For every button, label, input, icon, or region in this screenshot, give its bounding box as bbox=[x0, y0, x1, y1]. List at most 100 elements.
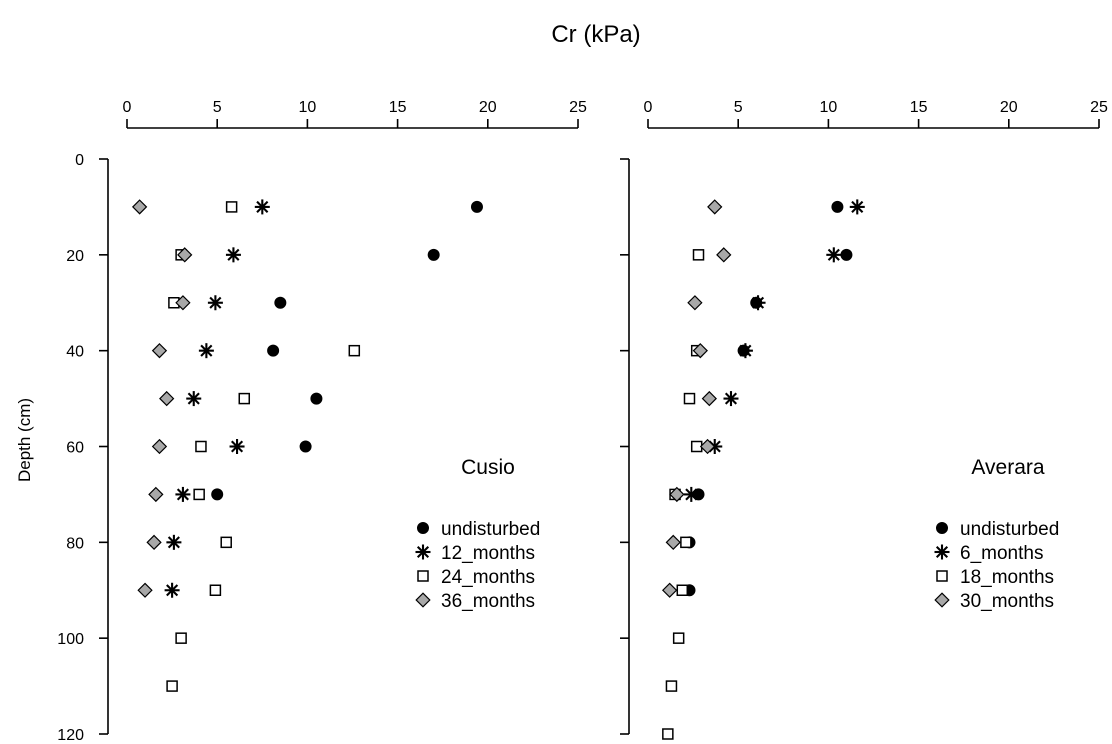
panels-layer: 0 5 10 15 20 25020406080100120Cusioundisturbe… bbox=[57, 99, 1108, 744]
data-point bbox=[665, 680, 678, 692]
data-point bbox=[701, 390, 717, 407]
data-point bbox=[470, 200, 483, 213]
data-point bbox=[849, 199, 865, 215]
x-axis-averara: 0 5 10 15 20 25 bbox=[644, 99, 1108, 129]
panel-label-cusio: Cusio bbox=[461, 456, 515, 479]
series-30-months bbox=[661, 199, 732, 598]
legend-cusio: undisturbed 12_months 24_months 36_months bbox=[415, 519, 540, 612]
data-point bbox=[716, 247, 732, 263]
legend-label: undisturbed bbox=[441, 519, 540, 540]
legend-label: 12_months bbox=[441, 543, 535, 564]
data-point bbox=[225, 201, 238, 213]
legend-item: 6_months bbox=[934, 543, 1043, 564]
y-tick-label: 120 bbox=[57, 727, 84, 744]
data-point bbox=[662, 728, 674, 740]
legend-marker bbox=[934, 544, 950, 560]
legend-item: 24_months bbox=[417, 567, 535, 588]
data-point bbox=[665, 534, 681, 550]
legend-marker bbox=[417, 522, 429, 534]
x-tick-label: 25 bbox=[1090, 99, 1108, 116]
legend-item: 36_months bbox=[415, 591, 535, 612]
y-axis-cusio: 0 20 40 60 80 100 120 bbox=[57, 152, 109, 744]
data-point bbox=[137, 582, 153, 598]
y-axis-averara bbox=[620, 158, 630, 735]
data-point bbox=[348, 344, 361, 357]
legend-item: 18_months bbox=[936, 567, 1054, 588]
data-point bbox=[299, 440, 312, 453]
x-tick-label: 15 bbox=[389, 99, 407, 116]
data-point bbox=[699, 438, 716, 455]
data-point bbox=[177, 247, 193, 263]
data-point bbox=[148, 486, 164, 503]
series-18-months bbox=[662, 249, 705, 740]
series-12-months bbox=[164, 199, 270, 598]
data-point bbox=[175, 295, 191, 311]
data-point bbox=[238, 392, 251, 405]
data-point bbox=[683, 486, 699, 502]
series-36-months bbox=[131, 199, 193, 598]
data-point bbox=[707, 199, 723, 215]
legend-label: 18_months bbox=[960, 567, 1054, 588]
legend-label: undisturbed bbox=[960, 519, 1059, 540]
data-point bbox=[195, 440, 207, 453]
legend-item: 12_months bbox=[415, 543, 535, 564]
series-undisturbed bbox=[211, 200, 483, 501]
x-tick-label: 10 bbox=[299, 99, 317, 116]
data-point bbox=[146, 534, 162, 550]
legend-item: 30_months bbox=[934, 591, 1054, 612]
data-point bbox=[254, 199, 270, 215]
data-point bbox=[186, 391, 202, 407]
x-tick-label: 20 bbox=[1000, 99, 1018, 116]
legend-marker bbox=[415, 544, 431, 560]
panel-averara: 0 5 10 15 20 25 Averara undisturbed 6_months 18_m… bbox=[620, 99, 1108, 740]
data-point bbox=[166, 534, 182, 550]
legend-marker bbox=[415, 592, 431, 608]
data-point bbox=[831, 200, 844, 213]
data-point bbox=[840, 248, 853, 261]
data-point bbox=[692, 343, 708, 359]
legend-marker bbox=[936, 522, 948, 534]
series-24-months bbox=[166, 201, 361, 692]
points-cusio bbox=[131, 199, 483, 692]
data-point bbox=[826, 247, 842, 263]
data-point bbox=[274, 296, 287, 309]
data-point bbox=[310, 392, 323, 405]
data-point bbox=[207, 295, 223, 311]
data-point bbox=[151, 438, 168, 455]
points-averara bbox=[661, 199, 865, 740]
data-point bbox=[661, 582, 678, 598]
data-point bbox=[737, 343, 753, 359]
data-point bbox=[692, 249, 705, 261]
data-point bbox=[676, 584, 689, 596]
data-point bbox=[166, 680, 178, 692]
data-point bbox=[175, 486, 191, 502]
series-6-months bbox=[683, 199, 865, 502]
legend-marker bbox=[934, 592, 950, 608]
y-tick-label: 40 bbox=[66, 344, 84, 361]
panel-cusio: 0 5 10 15 20 25 0 20 40 60 80 100 120 Cusio undisturbe… bbox=[57, 99, 587, 744]
legend-label: 36_months bbox=[441, 591, 535, 612]
x-tick-label: 5 bbox=[213, 99, 222, 116]
data-point bbox=[723, 391, 739, 407]
data-point bbox=[267, 344, 280, 357]
data-point bbox=[175, 632, 187, 644]
legend-marker bbox=[417, 570, 429, 582]
data-point bbox=[151, 343, 168, 359]
x-axis-cusio: 0 5 10 15 20 25 bbox=[123, 99, 587, 129]
data-point bbox=[193, 488, 205, 501]
legend-marker bbox=[936, 570, 948, 582]
data-point bbox=[225, 247, 241, 263]
data-point bbox=[750, 295, 766, 311]
data-point bbox=[159, 390, 175, 407]
data-point bbox=[211, 488, 224, 501]
y-tick-label: 80 bbox=[66, 535, 84, 552]
data-point bbox=[687, 295, 703, 311]
x-tick-label: 15 bbox=[910, 99, 928, 116]
y-tick-label: 100 bbox=[57, 631, 84, 648]
legend-averara: undisturbed 6_months 18_months 30_months bbox=[934, 519, 1059, 612]
legend-item: undisturbed bbox=[417, 519, 540, 540]
x-tick-label: 0 bbox=[644, 99, 653, 116]
x-tick-label: 25 bbox=[569, 99, 587, 116]
legend-item: undisturbed bbox=[936, 519, 1059, 540]
